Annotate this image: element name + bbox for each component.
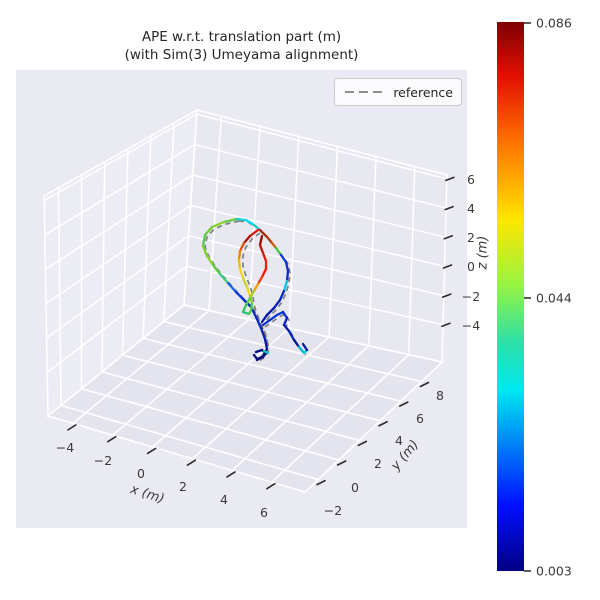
y-tick-label: 0 (351, 480, 359, 495)
estimate-blob-teal-dash (262, 349, 270, 355)
plot-title: APE w.r.t. translation part (m) (141, 29, 342, 45)
estimate-right-branch (261, 310, 309, 355)
legend-dashed-line-icon (345, 91, 384, 93)
x-tick-label: −4 (56, 440, 74, 455)
colorbar-tick-label: 0.003 (536, 564, 572, 579)
colorbar-tick-label: 0.044 (536, 291, 572, 306)
y-tick-label: 4 (395, 433, 403, 448)
z-tick-label: 2 (467, 230, 475, 245)
estimate-top-arc-right-side (235, 217, 290, 324)
reference-branch (264, 312, 307, 356)
x-tick-label: −2 (94, 453, 112, 468)
y-tick-label: 6 (416, 411, 424, 426)
colorbar-tick-label: 0.086 (536, 16, 572, 31)
z-tick-label: 4 (467, 201, 475, 216)
trajectory-lines (201, 217, 309, 362)
y-tick-label: 2 (374, 456, 382, 471)
z-tick-label: 0 (467, 259, 475, 274)
x-tick-label: 4 (220, 492, 228, 507)
estimate-inner-red-squiggle (241, 234, 268, 316)
reference-inner (242, 232, 269, 361)
plot-subtitle: (with Sim(3) Umeyama alignment) (124, 47, 359, 63)
y-tick-label: 8 (436, 388, 444, 403)
x-tick-label: 0 (137, 466, 145, 481)
z-tick-label: 6 (467, 172, 475, 187)
z-axis-label: z (m) (475, 235, 491, 270)
z-tick-label: −4 (462, 318, 480, 333)
y-tick-label: −2 (324, 503, 342, 518)
legend[interactable]: reference (334, 78, 462, 106)
x-tick-label: 6 (260, 505, 268, 520)
colorbar-ticks: 0.086 0.044 0.003 (524, 16, 572, 579)
z-tick-label: −2 (462, 289, 480, 304)
x-tick-label: 2 (179, 479, 187, 494)
colorbar (497, 22, 524, 571)
legend-label: reference (393, 84, 453, 100)
